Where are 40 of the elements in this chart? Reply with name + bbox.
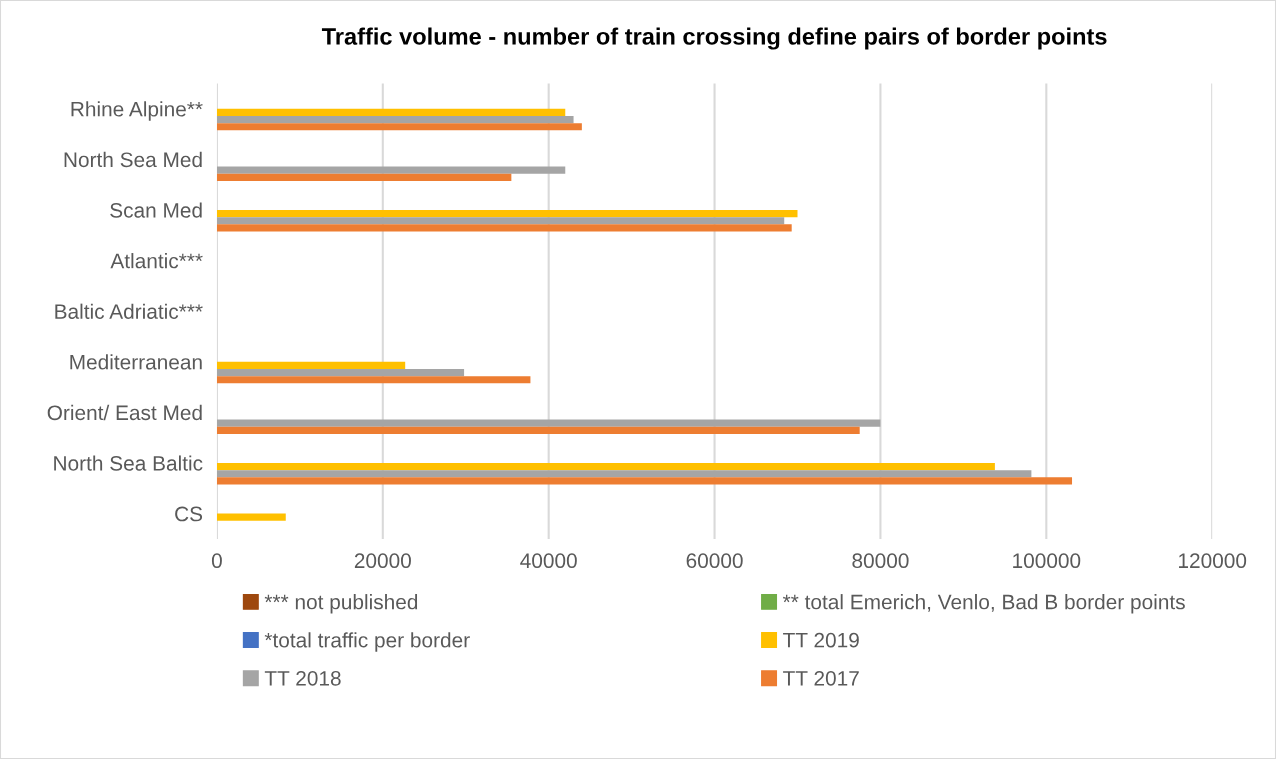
bar [216,123,582,131]
legend-label: TT 2017 [783,670,859,686]
y-tick-label: North Sea Med [64,151,202,168]
bar [216,224,792,232]
legend-label: *** not published [264,594,418,614]
bar [216,115,574,124]
bar [216,470,1032,478]
x-tick-label: 120000 [1179,553,1247,569]
bar [216,108,566,116]
bar [216,209,798,218]
chart-title: Traffic volume - number of train crossing define pairs of border points [321,27,1107,50]
legend-label: ** total Emerich, Venlo, Bad B border points [782,594,1185,614]
bar [216,513,286,521]
legend-label: *total traffic per border [264,632,470,652]
bar [216,426,860,434]
y-tick-label: Rhine Alpine** [71,101,203,121]
bar [216,376,531,384]
x-tick-label: 20000 [354,553,411,569]
bar [216,477,1073,485]
bar [216,173,512,181]
y-tick-label: North Sea Baltic [54,455,203,471]
bar [216,217,785,225]
bar [216,361,406,369]
legend-label: TT 2018 [264,670,341,686]
bar [216,368,465,377]
x-tick-label: 80000 [852,553,909,569]
y-tick-label: CS [175,506,203,522]
legend-label: TT 2019 [783,632,859,648]
bar [216,419,881,427]
x-tick-label: 0 [211,553,222,569]
y-tick-label: Baltic Adriatic*** [55,303,203,319]
y-tick-label: Scan Med [110,202,202,218]
y-tick-label: Atlantic*** [110,253,203,269]
x-tick-label: 100000 [1013,553,1081,569]
y-tick-label: Orient/ East Med [47,404,202,421]
y-tick-label: Mediterranean [70,354,202,370]
x-tick-label: 60000 [686,553,743,569]
bar [216,462,995,471]
bar [216,166,566,174]
x-tick-label: 40000 [520,553,577,569]
